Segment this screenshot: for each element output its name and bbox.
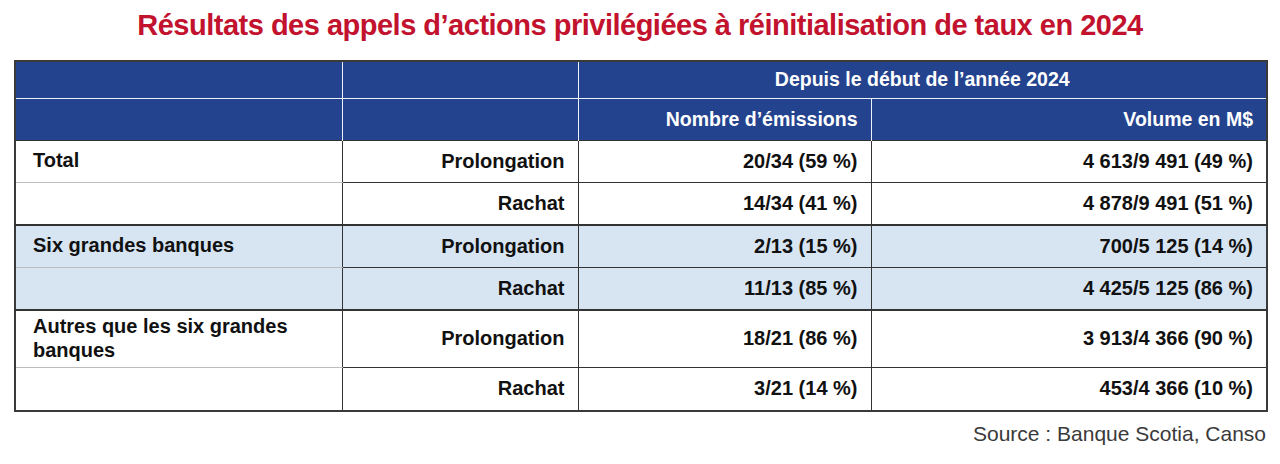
emissions-value-cell: 20/34 (59 %) xyxy=(578,140,871,182)
emissions-value-cell: 11/13 (85 %) xyxy=(578,267,871,310)
results-table: Depuis le début de l’année 2024 Nombre d… xyxy=(14,60,1268,412)
volume-value-cell: 700/5 125 (14 %) xyxy=(871,225,1267,267)
header-columns-row: Nombre d’émissions Volume en M$ xyxy=(15,98,1267,140)
volume-value-cell: 453/4 366 (10 %) xyxy=(871,367,1267,411)
figure-title: Résultats des appels d’actions privilégi… xyxy=(0,0,1280,42)
action-type-cell: Prolongation xyxy=(342,140,578,182)
header-period-label: Depuis le début de l’année 2024 xyxy=(578,61,1267,98)
header-volume-column: Volume en M$ xyxy=(871,98,1267,140)
volume-value-cell: 4 613/9 491 (49 %) xyxy=(871,140,1267,182)
action-type-cell: Rachat xyxy=(342,267,578,310)
figure-preferred-share-reset-results: Résultats des appels d’actions privilégi… xyxy=(0,0,1280,464)
header-empty-cell xyxy=(342,98,578,140)
group-label-spacer xyxy=(15,267,342,310)
header-empty-cell xyxy=(342,61,578,98)
emissions-value-cell: 14/34 (41 %) xyxy=(578,182,871,225)
emissions-value-cell: 2/13 (15 %) xyxy=(578,225,871,267)
header-empty-cell xyxy=(15,98,342,140)
group-label-total: Total xyxy=(15,140,342,182)
source-note: Source : Banque Scotia, Canso xyxy=(973,422,1266,446)
action-type-cell: Rachat xyxy=(342,182,578,225)
group-label-other-banks: Autres que les six grandes banques xyxy=(15,310,342,367)
action-type-cell: Prolongation xyxy=(342,225,578,267)
header-emissions-column: Nombre d’émissions xyxy=(578,98,871,140)
header-group-row: Depuis le début de l’année 2024 xyxy=(15,61,1267,98)
table-row-other-banks-rachat: Rachat 3/21 (14 %) 453/4 366 (10 %) xyxy=(15,367,1267,411)
group-label-six-banks: Six grandes banques xyxy=(15,225,342,267)
table-row-total-rachat: Rachat 14/34 (41 %) 4 878/9 491 (51 %) xyxy=(15,182,1267,225)
group-label-spacer xyxy=(15,182,342,225)
table-row-total-prolongation: Total Prolongation 20/34 (59 %) 4 613/9 … xyxy=(15,140,1267,182)
table-row-six-banks-rachat: Rachat 11/13 (85 %) 4 425/5 125 (86 %) xyxy=(15,267,1267,310)
volume-value-cell: 4 878/9 491 (51 %) xyxy=(871,182,1267,225)
group-label-spacer xyxy=(15,367,342,411)
table-row-other-banks-prolongation: Autres que les six grandes banques Prolo… xyxy=(15,310,1267,367)
table-row-six-banks-prolongation: Six grandes banques Prolongation 2/13 (1… xyxy=(15,225,1267,267)
action-type-cell: Prolongation xyxy=(342,310,578,367)
action-type-cell: Rachat xyxy=(342,367,578,411)
emissions-value-cell: 18/21 (86 %) xyxy=(578,310,871,367)
volume-value-cell: 3 913/4 366 (90 %) xyxy=(871,310,1267,367)
volume-value-cell: 4 425/5 125 (86 %) xyxy=(871,267,1267,310)
header-empty-cell xyxy=(15,61,342,98)
emissions-value-cell: 3/21 (14 %) xyxy=(578,367,871,411)
table-header: Depuis le début de l’année 2024 Nombre d… xyxy=(15,61,1267,140)
